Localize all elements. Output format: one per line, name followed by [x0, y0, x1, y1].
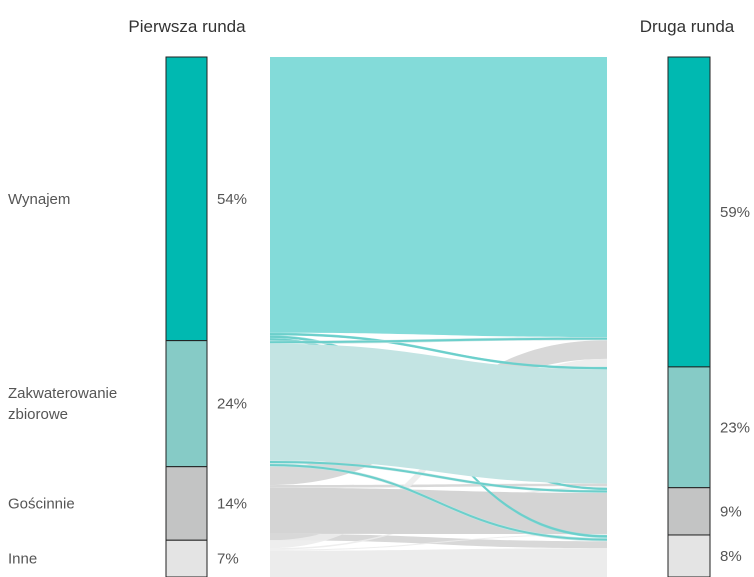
second-round-bar-zakwaterowanie-zbiorowe — [667, 366, 711, 489]
second-round-percent-inne: 8% — [720, 548, 742, 565]
flow-goscinnie-to-inne — [270, 533, 607, 549]
left-column-title: Pierwsza runda — [128, 17, 246, 36]
first-round-percent-zakwaterowanie-zbiorowe: 24% — [217, 396, 247, 413]
category-label-goscinnie: Gościnnie — [8, 495, 75, 512]
flow-inne-to-goscinnie — [270, 534, 607, 551]
second-round-bar-inne — [667, 534, 711, 577]
second-round-percent-goscinnie: 9% — [720, 503, 742, 520]
flow-goscinnie-to-goscinnie — [270, 487, 607, 535]
first-round-bar-zakwaterowanie-zbiorowe — [165, 340, 208, 468]
flow-line-wynajem-to-zakwaterowanie-zbiorowe — [269, 333, 608, 370]
category-label-zakwaterowanie-zbiorowe: Zakwaterowanie zbiorowe — [8, 385, 117, 423]
second-round-bar-goscinnie — [667, 487, 711, 536]
second-round-bar-wynajem — [667, 56, 711, 368]
category-label-wynajem: Wynajem — [8, 191, 70, 208]
bar-layer — [165, 56, 711, 577]
flow-line-zakwaterowanie-zbiorowe-to-goscinnie — [269, 460, 608, 493]
first-round-percent-wynajem: 54% — [217, 191, 247, 208]
flow-line-zakwaterowanie-zbiorowe-to-wynajem — [269, 337, 608, 344]
flow-inne-to-inne — [270, 548, 607, 577]
flow-layer — [269, 57, 608, 577]
flow-wynajem-to-wynajem — [270, 57, 607, 338]
first-round-bar-inne — [165, 539, 208, 577]
category-label-inne: Inne — [8, 551, 37, 568]
first-round-percent-inne: 7% — [217, 551, 239, 568]
second-round-percent-wynajem: 59% — [720, 204, 750, 221]
first-round-bar-wynajem — [165, 56, 208, 342]
flow-goscinnie-to-zakwaterowanie-zbiorowe — [270, 483, 607, 488]
right-column-title: Druga runda — [640, 17, 735, 36]
flow-zakwaterowanie-zbiorowe-to-zakwaterowanie-zbiorowe — [270, 343, 607, 484]
label-layer: Pierwsza runda Druga runda 54% 24% 14% 7% 59… — [8, 17, 750, 568]
flow-line-zakwaterowanie-zbiorowe-to-inne — [269, 464, 608, 541]
second-round-percent-zakwaterowanie-zbiorowe: 23% — [720, 419, 750, 436]
first-round-percent-goscinnie: 14% — [217, 495, 247, 512]
first-round-bar-goscinnie — [165, 466, 208, 541]
